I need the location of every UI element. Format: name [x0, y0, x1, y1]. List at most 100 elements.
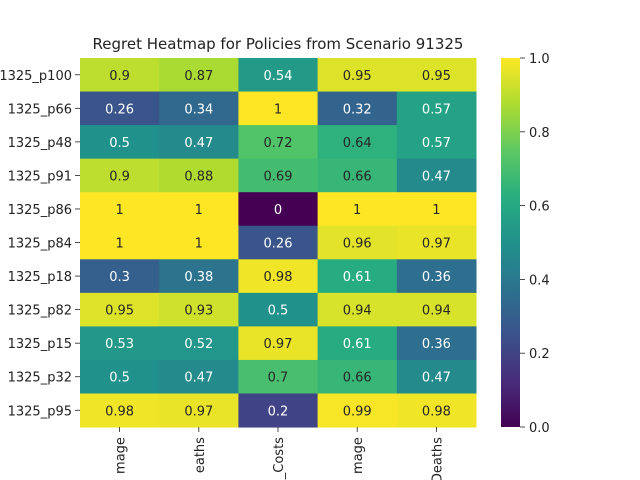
- cell-value-label: 0.98: [264, 270, 293, 285]
- colorbar-ticks: 0.0 0.2 0.4 0.6 0.8 1.0: [520, 52, 550, 436]
- heatmap-cell: [317, 259, 398, 294]
- cell-value-label: 0.3: [109, 270, 130, 285]
- heatmap-cell: [238, 91, 319, 126]
- heatmap-cell: [159, 58, 239, 93]
- heatmap-cell: [396, 292, 477, 327]
- heatmap-cell: [317, 125, 398, 160]
- heatmap-cell: [80, 225, 160, 260]
- column-labels: mage eaths _Costs mage Deaths: [114, 427, 445, 480]
- row-label: 1325_p82: [8, 304, 72, 319]
- colorbar-tick-label: 0.6: [529, 200, 550, 215]
- heatmap-cell: [159, 259, 239, 294]
- cell-value-label: 0.97: [184, 404, 213, 419]
- cell-value-label: 0.94: [422, 304, 451, 319]
- heatmap-cell: [159, 192, 239, 227]
- heatmap-cell: [396, 393, 477, 428]
- heatmap-cell: [396, 259, 477, 294]
- heatmap-cell: [238, 125, 319, 160]
- row-label: 1325_p86: [8, 203, 72, 218]
- row-label: 1325_p100: [0, 69, 72, 84]
- cell-value-label: 0.95: [343, 69, 372, 84]
- heatmap-cell: [159, 125, 239, 160]
- heatmap-cell: [80, 359, 160, 394]
- cell-value-label: 0.9: [109, 69, 130, 84]
- heatmap-cell: [238, 326, 319, 361]
- cell-value-label: 1: [195, 237, 203, 252]
- heatmap-cell: [396, 58, 477, 93]
- cell-value-label: 0.97: [422, 237, 451, 252]
- heatmap-cell: [317, 359, 398, 394]
- cell-value-label: 1: [195, 203, 203, 218]
- cell-value-label: 0.95: [105, 304, 134, 319]
- row-labels: 1325_p100 1325_p66 1325_p48 1325_p91 1325_p8…: [0, 69, 80, 419]
- cell-value-label: 0.61: [343, 337, 372, 352]
- colorbar-tick-label: 0.0: [529, 421, 550, 436]
- heatmap-cell: [396, 326, 477, 361]
- cell-value-label: 0.47: [184, 136, 213, 151]
- heatmap-cell: [317, 91, 398, 126]
- cell-value-label: 0.2: [268, 404, 289, 419]
- heatmap-cell: [317, 326, 398, 361]
- heatmap-cell: [159, 158, 239, 193]
- heatmap-cell: [159, 225, 239, 260]
- cell-value-label: 0.9: [109, 169, 130, 184]
- cell-value-label: 0.88: [184, 169, 213, 184]
- column-label: Deaths: [430, 437, 445, 480]
- heatmap-cell: [317, 192, 398, 227]
- column-label: eaths: [193, 437, 208, 473]
- cell-value-label: 0.32: [343, 102, 372, 117]
- heatmap-cell: [159, 292, 239, 327]
- heatmap-cell: [396, 125, 477, 160]
- cell-value-label: 1: [353, 203, 361, 218]
- colorbar-tick-label: 0.8: [529, 126, 550, 141]
- colorbar-tick-label: 0.4: [529, 273, 550, 288]
- cell-value-label: 1: [115, 237, 123, 252]
- heatmap-cell: [238, 192, 319, 227]
- row-label: 1325_p48: [8, 136, 72, 151]
- heatmap-cell: [80, 326, 160, 361]
- cell-value-label: 0.57: [422, 136, 451, 151]
- heatmap-cell: [80, 393, 160, 428]
- heatmap-cell: [238, 359, 319, 394]
- row-label: 1325_p84: [8, 237, 72, 252]
- heatmap-cell: [396, 158, 477, 193]
- cell-value-label: 0.5: [109, 136, 130, 151]
- heatmap-cell: [317, 58, 398, 93]
- cell-value-label: 0.36: [422, 270, 451, 285]
- cell-value-label: 0.57: [422, 102, 451, 117]
- cell-value-label: 0.66: [343, 169, 372, 184]
- cell-value-label: 0.47: [422, 169, 451, 184]
- heatmap-cell: [396, 225, 477, 260]
- heatmap-cell: [159, 359, 239, 394]
- heatmap-cell: [159, 393, 239, 428]
- row-label: 1325_p15: [8, 337, 72, 352]
- colorbar-tick-label: 1.0: [529, 52, 550, 67]
- heatmap-cell: [80, 58, 160, 93]
- heatmap-cell: [238, 259, 319, 294]
- column-label: _Costs: [272, 437, 287, 480]
- cell-value-label: 0.97: [264, 337, 293, 352]
- cell-value-label: 0.69: [264, 169, 293, 184]
- cell-value-label: 1: [432, 203, 440, 218]
- heatmap-cell: [317, 393, 398, 428]
- heatmap-cell: [317, 158, 398, 193]
- column-label: mage: [351, 437, 366, 474]
- column-label: mage: [114, 437, 129, 474]
- row-label: 1325_p32: [8, 371, 72, 386]
- cell-value-label: 0.93: [184, 304, 213, 319]
- row-label: 1325_p95: [8, 404, 72, 419]
- cell-value-label: 0: [274, 203, 282, 218]
- colorbar-tick-label: 0.2: [529, 347, 550, 362]
- cell-value-label: 0.54: [264, 69, 293, 84]
- cell-value-label: 0.5: [109, 371, 130, 386]
- cell-value-label: 0.66: [343, 371, 372, 386]
- cell-value-label: 0.94: [343, 304, 372, 319]
- cell-value-label: 0.34: [184, 102, 213, 117]
- heatmap-cell: [80, 192, 160, 227]
- cell-value-label: 0.61: [343, 270, 372, 285]
- heatmap-cell: [80, 158, 160, 193]
- cell-value-label: 0.99: [343, 404, 372, 419]
- heatmap-cell: [317, 225, 398, 260]
- heatmap-cell: [159, 326, 239, 361]
